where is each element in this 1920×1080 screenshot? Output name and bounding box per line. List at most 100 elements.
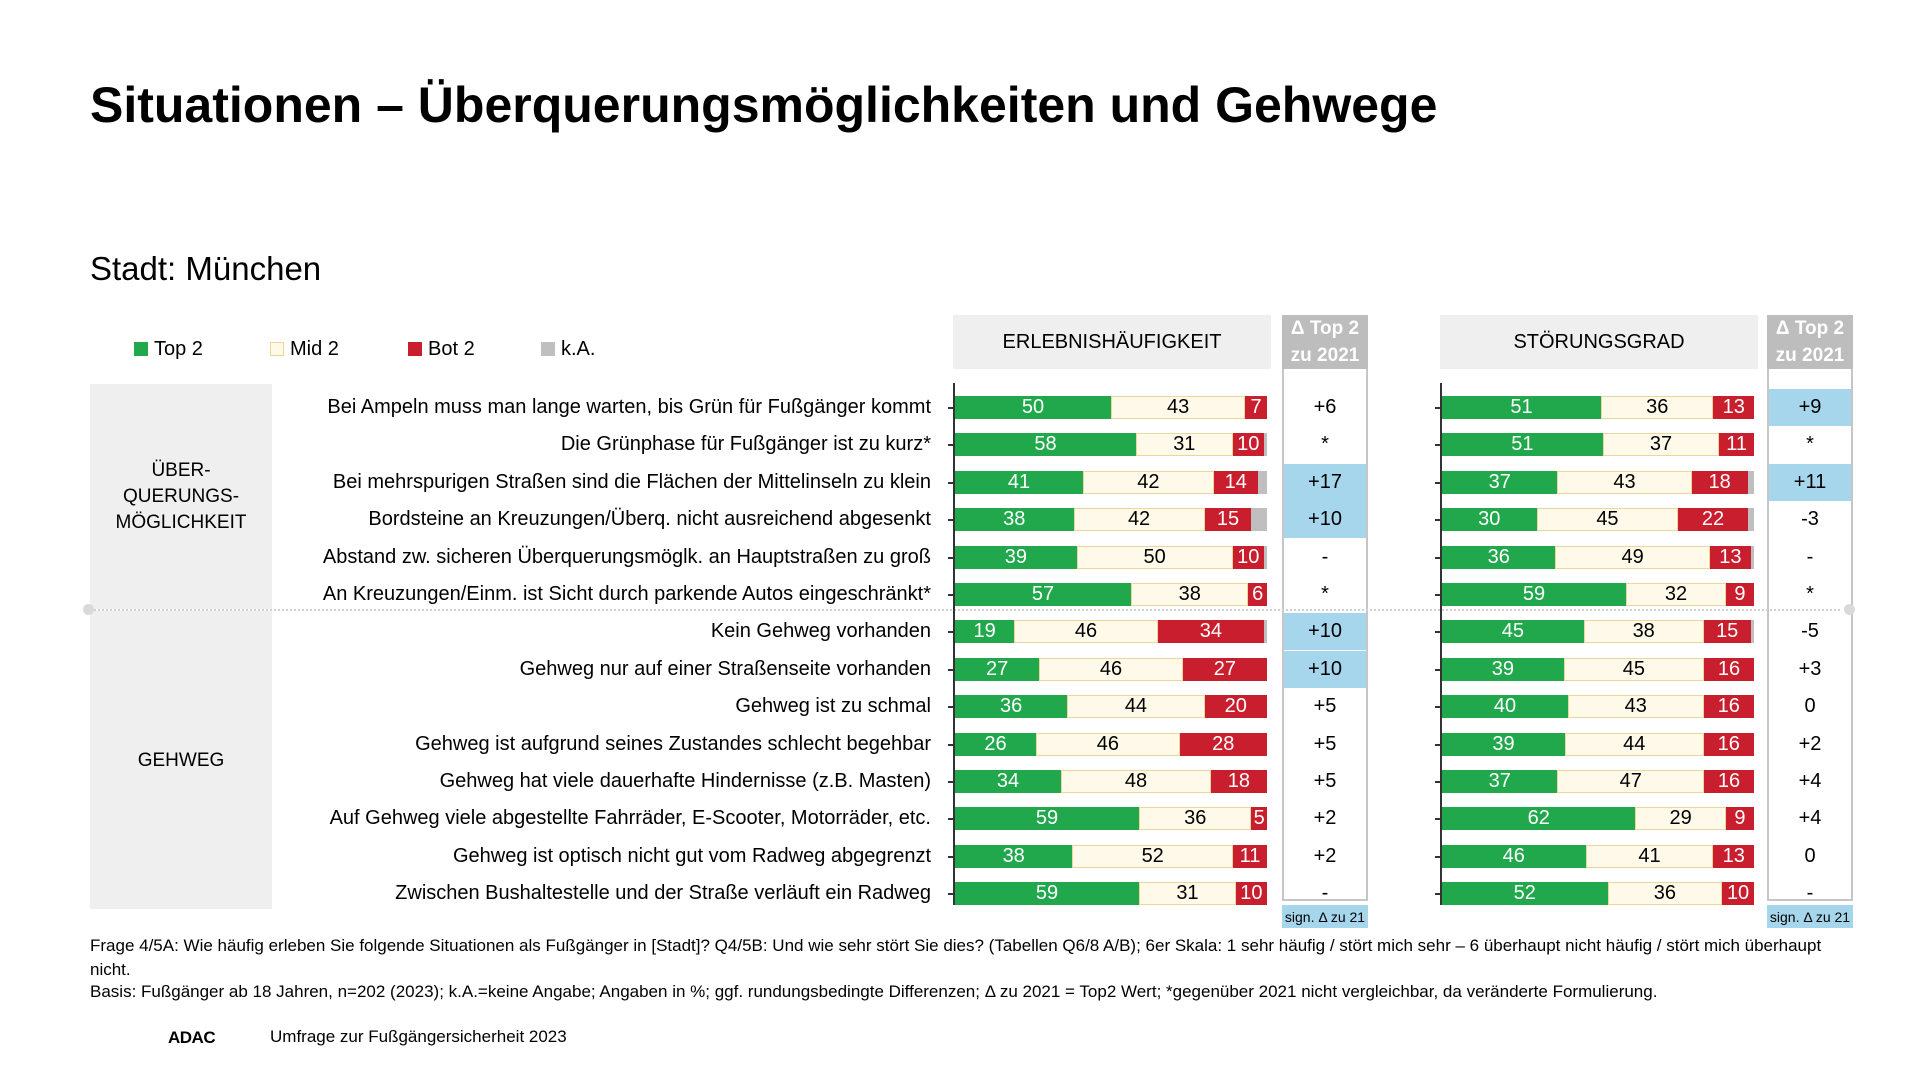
- bar-value-label: 34: [1199, 620, 1222, 643]
- delta-value: +6: [1313, 396, 1337, 418]
- bar-bot2: 16: [1704, 770, 1754, 793]
- bar-bot2: 9: [1725, 583, 1754, 606]
- bar-ka: [1263, 620, 1267, 644]
- stacked-bar: 37 43 18: [1442, 470, 1754, 494]
- axis-tick: [1435, 818, 1441, 821]
- bar-value-label: 13: [1722, 396, 1745, 418]
- stacked-bar: 36 44 20: [955, 695, 1267, 719]
- bar-ka: [1263, 433, 1267, 457]
- bar-bot2: 16: [1704, 657, 1754, 681]
- axis-tick: [948, 407, 954, 409]
- delta-value: -: [1321, 882, 1329, 905]
- bar-value-label: 46: [1502, 844, 1525, 867]
- legend-swatch-mid2: [270, 342, 284, 356]
- header-stoerungsgrad: STÖRUNGSGRAD: [1440, 315, 1758, 369]
- bar-value-label: 16: [1717, 770, 1741, 792]
- delta-column-left: [1282, 369, 1368, 901]
- bar-value-label: 47: [1619, 770, 1642, 792]
- bar-value-label: 45: [1501, 620, 1525, 643]
- stacked-bar: 59 36 5: [955, 807, 1267, 831]
- row-label: Gehweg ist optisch nicht gut vom Radweg …: [452, 844, 931, 867]
- axis-tick: [948, 818, 954, 821]
- bar-bot2: 18: [1691, 470, 1748, 494]
- bar-mid2: 31: [1135, 433, 1233, 457]
- stacked-bar: 38 52 11: [955, 844, 1267, 868]
- bar-value-label: 59: [1035, 807, 1059, 830]
- bar-top2: 36: [955, 695, 1068, 719]
- delta-value: +11: [1769, 463, 1851, 501]
- city-subtitle: Stadt: München: [90, 250, 322, 287]
- survey-name: Umfrage zur Fußgängersicherheit 2023: [270, 1027, 567, 1046]
- bar-ka: [1747, 470, 1754, 494]
- bar-bot2: 5: [1251, 807, 1267, 831]
- bar-top2: 38: [955, 844, 1073, 868]
- bar-value-label: 44: [1124, 695, 1148, 718]
- axis-left-panel: [953, 383, 955, 905]
- bar-bot2: 7: [1245, 396, 1267, 419]
- axis-tick: [1435, 743, 1441, 746]
- divider-dot-left: [83, 604, 94, 615]
- axis-tick: [1435, 556, 1441, 559]
- bar-value-label: 18: [1227, 770, 1251, 792]
- bar-top2: 52: [1442, 882, 1608, 906]
- stacked-bar: 19 46 34: [955, 620, 1267, 644]
- axis-right-panel: [1440, 383, 1442, 905]
- axis-tick: [1435, 855, 1441, 858]
- bar-value-label: 59: [1035, 882, 1059, 905]
- bar-mid2: 44: [1067, 695, 1205, 719]
- stacked-bar: 59 32 9: [1442, 583, 1754, 606]
- bar-mid2: 31: [1139, 882, 1236, 906]
- bar-value-label: 10: [1237, 433, 1260, 456]
- bar-top2: 34: [955, 770, 1062, 793]
- axis-tick: [1435, 631, 1441, 634]
- delta-value: +2: [1313, 807, 1337, 830]
- delta-value: 0: [1804, 695, 1816, 718]
- bar-value-label: 50: [1021, 396, 1045, 418]
- group-box-gehweg: [90, 611, 272, 909]
- bar-value-label: 29: [1669, 807, 1692, 830]
- bar-value-label: 30: [1478, 508, 1501, 531]
- bar-mid2: 38: [1583, 620, 1704, 644]
- group-box-ueberquerung: [90, 384, 272, 609]
- bar-top2: 46: [1442, 844, 1586, 868]
- bar-bot2: 13: [1713, 844, 1754, 868]
- bar-top2: 59: [1442, 583, 1627, 606]
- axis-tick: [1435, 893, 1441, 896]
- group-label-gehweg: GEHWEG: [90, 748, 272, 774]
- row-label: Kein Gehweg vorhanden: [710, 620, 931, 643]
- bar-top2: 51: [1442, 396, 1602, 419]
- legend-label-mid2: Mid 2: [290, 337, 339, 360]
- delta-value: *: [1806, 433, 1814, 456]
- axis-tick: [948, 481, 954, 484]
- bar-top2: 39: [1442, 657, 1564, 681]
- legend-label-top2: Top 2: [154, 337, 203, 360]
- bar-value-label: 10: [1237, 545, 1260, 568]
- bar-bot2: 27: [1182, 657, 1267, 681]
- bar-value-label: 39: [1492, 732, 1515, 755]
- bar-top2: 36: [1442, 545, 1556, 569]
- bar-ka: [1251, 508, 1267, 532]
- stacked-bar: 37 47 16: [1442, 770, 1754, 793]
- bar-value-label: 57: [1031, 583, 1055, 605]
- bar-value-label: 45: [1622, 657, 1645, 680]
- row-label: Zwischen Bushaltestelle und der Straße v…: [395, 882, 931, 905]
- row-label: Die Grünphase für Fußgänger ist zu kurz*: [560, 433, 931, 456]
- delta-value: +10: [1284, 613, 1366, 651]
- bar-bot2: 14: [1213, 470, 1258, 494]
- row-label: An Kreuzungen/Einm. ist Sicht durch park…: [322, 583, 931, 605]
- stacked-bar: 26 46 28: [955, 732, 1267, 756]
- row-label: Abstand zw. sicheren Überquerungsmöglk. …: [322, 545, 931, 568]
- bar-value-label: 51: [1510, 396, 1533, 418]
- row-label: Gehweg ist zu schmal: [735, 695, 931, 718]
- bar-mid2: 45: [1536, 508, 1679, 532]
- bar-value-label: 34: [996, 770, 1020, 792]
- page-title: Situationen – Überquerungsmöglichkeiten …: [90, 77, 1438, 133]
- bar-bot2: 18: [1210, 770, 1267, 793]
- bar-value-label: 52: [1141, 844, 1164, 867]
- axis-tick: [948, 781, 954, 783]
- delta-value: +5: [1313, 695, 1337, 718]
- bar-mid2: 47: [1557, 770, 1705, 793]
- bar-mid2: 46: [1036, 732, 1180, 756]
- bar-bot2: 16: [1703, 732, 1754, 756]
- group-label-line: MÖGLICHKEIT: [115, 512, 247, 533]
